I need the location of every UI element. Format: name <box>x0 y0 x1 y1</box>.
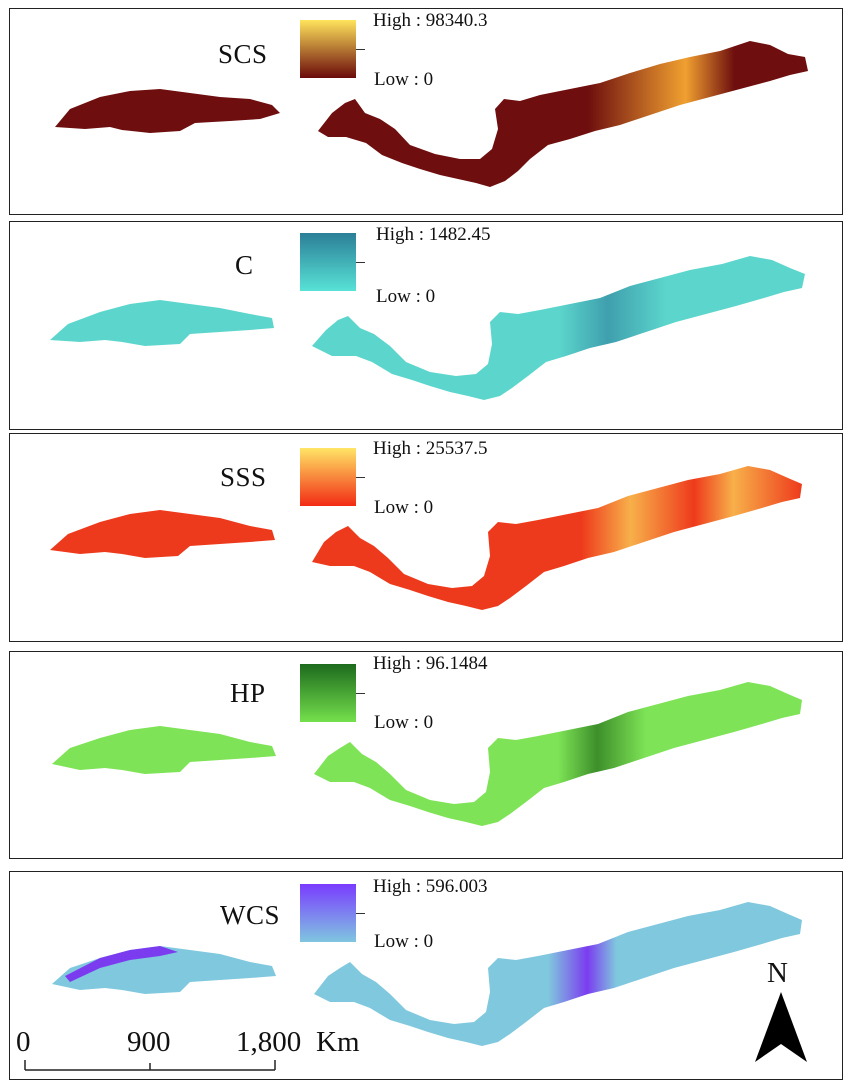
scale-bar <box>24 1060 276 1071</box>
legend-tick <box>356 693 365 694</box>
map-sss <box>50 466 802 610</box>
map-panel-sss: SSS High : 25537.5 Low : 0 <box>9 433 843 642</box>
east-region <box>312 256 805 400</box>
map-panel-c: C High : 1482.45 Low : 0 <box>9 221 843 430</box>
legend-low-label: Low : 0 <box>374 497 434 518</box>
east-region <box>312 466 802 610</box>
panel-label: WCS <box>220 900 281 930</box>
west-region <box>50 510 275 558</box>
legend-low-label: Low : 0 <box>374 69 434 90</box>
map-c <box>50 256 805 400</box>
legend-high-label: High : 1482.45 <box>376 224 491 245</box>
legend-swatch <box>300 884 356 942</box>
legend-swatch <box>300 20 356 78</box>
scale-label-0: 0 <box>16 1026 31 1058</box>
legend-high-label: High : 96.1484 <box>373 653 488 674</box>
legend-tick <box>356 477 365 478</box>
scale-label-1800: 1,800 <box>236 1026 302 1058</box>
panel-label: HP <box>230 678 266 708</box>
west-region <box>52 726 276 774</box>
map-panel-scs: SCS High : 98340.3 Low : 0 <box>9 8 843 215</box>
legend-low-label: Low : 0 <box>376 286 436 307</box>
legend-high-label: High : 98340.3 <box>373 10 488 31</box>
east-region <box>314 902 802 1046</box>
legend-tick <box>356 262 365 263</box>
west-region <box>55 89 280 133</box>
map-panel-hp: HP High : 96.1484 Low : 0 <box>9 651 843 859</box>
west-region <box>50 300 274 346</box>
north-label: N <box>767 957 788 989</box>
legend-high-label: High : 596.003 <box>373 876 488 897</box>
east-region <box>318 41 808 187</box>
map-hp <box>52 682 802 826</box>
legend-high-label: High : 25537.5 <box>373 438 488 459</box>
east-region <box>314 682 802 826</box>
legend-tick <box>356 913 365 914</box>
legend-low-label: Low : 0 <box>374 931 434 952</box>
map-scs <box>55 41 808 187</box>
north-arrow-icon <box>755 992 807 1062</box>
panel-label: C <box>235 250 254 280</box>
map-wcs <box>52 902 802 1046</box>
legend-low-label: Low : 0 <box>374 712 434 733</box>
west-high-edge <box>65 946 178 982</box>
panel-label: SSS <box>220 462 267 492</box>
legend-swatch <box>300 664 356 722</box>
legend-swatch <box>300 448 356 506</box>
legend-tick <box>356 49 365 50</box>
legend-swatch <box>300 233 356 291</box>
panel-label: SCS <box>218 39 268 69</box>
scale-label-900: 900 <box>127 1026 171 1058</box>
scale-unit: Km <box>316 1026 360 1058</box>
map-panel-wcs: WCS High : 596.003 Low : 0 0 900 1,800 K… <box>9 871 843 1080</box>
